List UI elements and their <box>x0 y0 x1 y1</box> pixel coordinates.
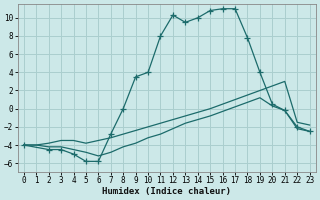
X-axis label: Humidex (Indice chaleur): Humidex (Indice chaleur) <box>102 187 231 196</box>
